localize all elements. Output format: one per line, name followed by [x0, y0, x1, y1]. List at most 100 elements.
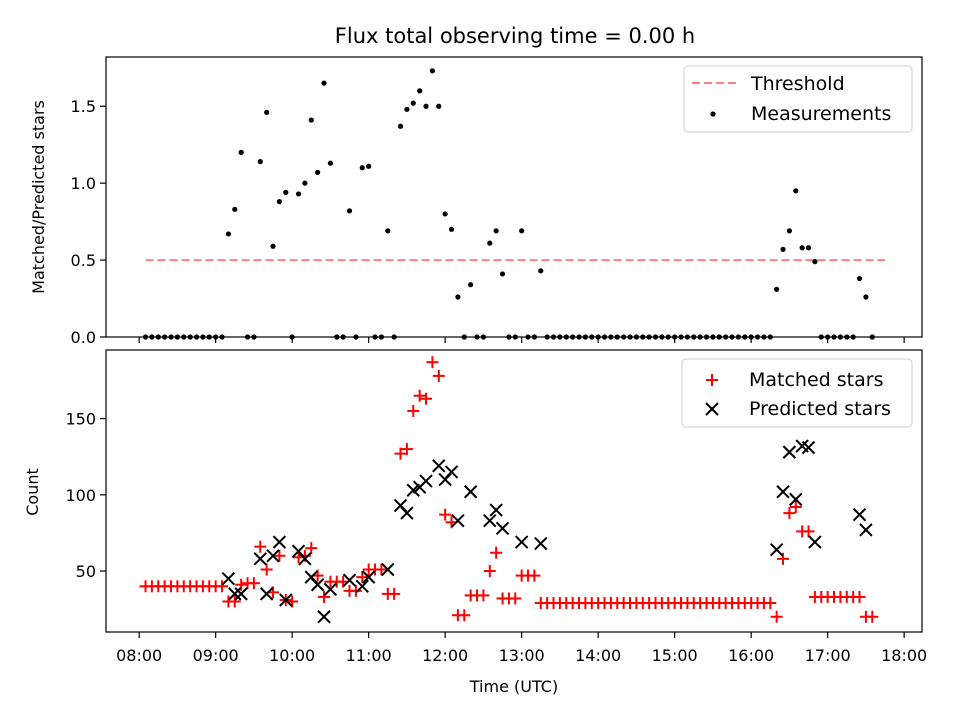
measurement-point [404, 106, 410, 112]
measurement-point [257, 159, 263, 165]
measurement-point [538, 268, 544, 274]
predicted-legend-label: Predicted stars [749, 398, 891, 420]
predicted-star-marker [769, 542, 784, 557]
x-tick-label: 15:00 [652, 646, 698, 665]
bottom-legend-box [681, 358, 913, 428]
measurements-legend-swatch [710, 111, 716, 117]
measurement-point [232, 206, 238, 212]
matched-star-marker [789, 501, 802, 514]
measurement-point [487, 240, 493, 246]
measurement-point [346, 208, 353, 214]
predicted-star-marker [859, 523, 873, 537]
matched-star-marker [400, 443, 413, 456]
x-tick-label: 16:00 [728, 646, 774, 665]
matched-star-marker [426, 356, 439, 369]
predicted-star-marker [451, 514, 465, 528]
measurement-point [225, 231, 231, 237]
matched-star-marker [509, 592, 522, 605]
x-tick-label: 14:00 [575, 646, 621, 665]
top-y-tick-label: 0.0 [71, 328, 96, 347]
bottom-legend: Matched stars Predicted stars [681, 358, 913, 428]
x-tick-label: 17:00 [805, 646, 851, 665]
matched-star-marker [228, 595, 241, 608]
predicted-star-marker [298, 552, 312, 566]
measurement-point [793, 188, 799, 194]
measurement-point [519, 228, 525, 234]
matched-star-marker [528, 569, 541, 582]
matched-star-marker [853, 590, 866, 603]
measurement-point [410, 100, 416, 106]
measurement-point [321, 80, 327, 86]
measurement-point [786, 228, 793, 234]
measurement-point [429, 68, 435, 74]
x-tick-label: 08:00 [116, 646, 162, 665]
matched-star-marker [432, 369, 445, 382]
matched-star-marker [394, 447, 407, 460]
matched-star-marker [866, 610, 879, 623]
measurement-point [276, 199, 282, 205]
top-legend: Threshold Measurements [683, 65, 913, 133]
top-y-tick-label: 1.5 [71, 97, 96, 116]
matched-star-marker [318, 590, 331, 603]
predicted-star-marker [355, 579, 369, 593]
measurement-point [774, 286, 780, 292]
measurement-point [499, 271, 506, 277]
top-axes-frame [105, 56, 923, 338]
predicted-star-marker [852, 507, 867, 522]
measurement-point [359, 165, 365, 171]
top-legend-box [683, 65, 913, 133]
bottom-plot-area: 50 100 150 08:00 09:00 10:00 11:00 12:00 13:00 14… [65, 356, 927, 665]
matched-star-marker [477, 589, 490, 602]
measurement-point [436, 103, 442, 109]
y-axis-label-bottom: Count [23, 468, 42, 516]
matched-star-marker [216, 580, 229, 593]
measurement-point [856, 275, 863, 282]
predicted-star-marker [483, 514, 497, 528]
matched-star-marker [777, 552, 790, 565]
x-tick-label: 18:00 [881, 646, 927, 665]
measurement-point [295, 191, 302, 197]
predicted-star-marker [266, 549, 280, 563]
predicted-star-marker [259, 587, 274, 601]
bottom-axes-frame [105, 349, 923, 633]
measurement-point [270, 243, 276, 249]
matched-star-marker [764, 597, 777, 610]
chart-title: Flux total observing time = 0.00 h [335, 24, 695, 48]
measurement-point [805, 245, 812, 251]
measurement-point [493, 228, 499, 234]
predicted-star-marker [221, 571, 236, 586]
predicted-star-marker [400, 506, 414, 520]
predicted-star-marker [272, 535, 287, 549]
matched-star-marker [483, 565, 496, 578]
predicted-star-marker [317, 610, 331, 624]
measurement-point [417, 88, 423, 94]
matched-star-marker [413, 389, 426, 402]
measurement-point [863, 294, 869, 300]
measurement-point [238, 149, 244, 155]
y-axis-label-top: Matched/Predicted stars [29, 100, 48, 294]
matched-star-marker [490, 546, 503, 559]
measurement-point [302, 180, 308, 186]
threshold-legend-label: Threshold [750, 73, 845, 95]
matched-star-marker [254, 540, 267, 553]
measurement-point [448, 226, 455, 232]
predicted-star-marker [782, 445, 797, 459]
measurement-point [283, 189, 289, 195]
bottom-y-tick-label: 150 [65, 410, 96, 429]
predicted-star-marker [495, 521, 510, 536]
bottom-y-tick-label: 100 [65, 486, 96, 505]
measurement-point [468, 282, 474, 288]
predicted-star-marker [406, 483, 420, 497]
matched-star-marker [273, 549, 286, 562]
measurement-point [264, 109, 270, 115]
matched-star-marker [356, 571, 369, 584]
predicted-star-marker [432, 459, 446, 473]
predicted-star-marker [419, 474, 433, 488]
matched-star-marker [260, 563, 273, 576]
x-tick-label: 10:00 [269, 646, 315, 665]
predicted-star-marker [323, 582, 338, 597]
matched-star-marker [420, 392, 433, 405]
top-y-tick-label: 0.5 [71, 251, 96, 270]
predicted-star-marker [808, 535, 822, 549]
